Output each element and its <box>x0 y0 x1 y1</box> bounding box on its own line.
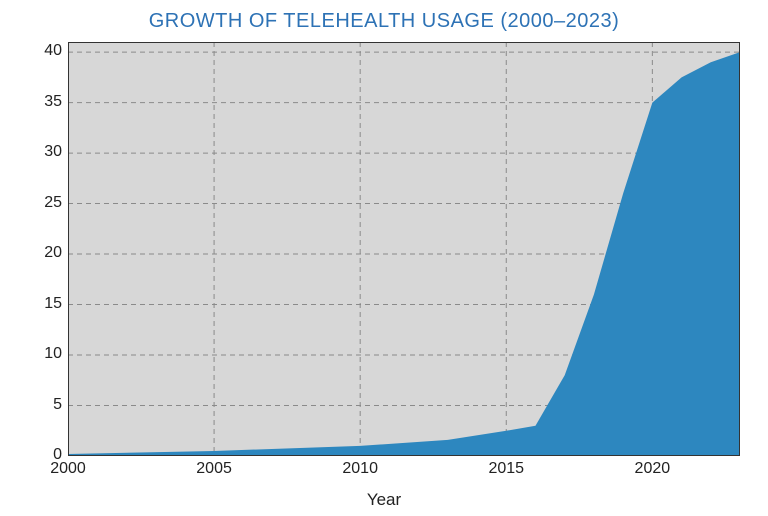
x-tick-label: 2005 <box>196 460 232 478</box>
y-tick-label: 35 <box>34 93 62 111</box>
y-tick-label: 10 <box>34 345 62 363</box>
chart-title: GROWTH OF TELEHEALTH USAGE (2000–2023) <box>0 10 768 33</box>
plot-area <box>68 42 740 456</box>
y-tick-label: 25 <box>34 194 62 212</box>
x-tick-label: 2010 <box>342 460 378 478</box>
y-tick-label: 15 <box>34 295 62 313</box>
y-tick-label: 40 <box>34 42 62 60</box>
x-axis-label: Year <box>0 490 768 510</box>
y-tick-label: 5 <box>34 396 62 414</box>
x-tick-label: 2015 <box>488 460 524 478</box>
chart-container: GROWTH OF TELEHEALTH USAGE (2000–2023) P… <box>0 0 768 516</box>
y-tick-label: 20 <box>34 244 62 262</box>
x-tick-label: 2000 <box>50 460 86 478</box>
x-tick-label: 2020 <box>635 460 671 478</box>
y-tick-label: 30 <box>34 143 62 161</box>
